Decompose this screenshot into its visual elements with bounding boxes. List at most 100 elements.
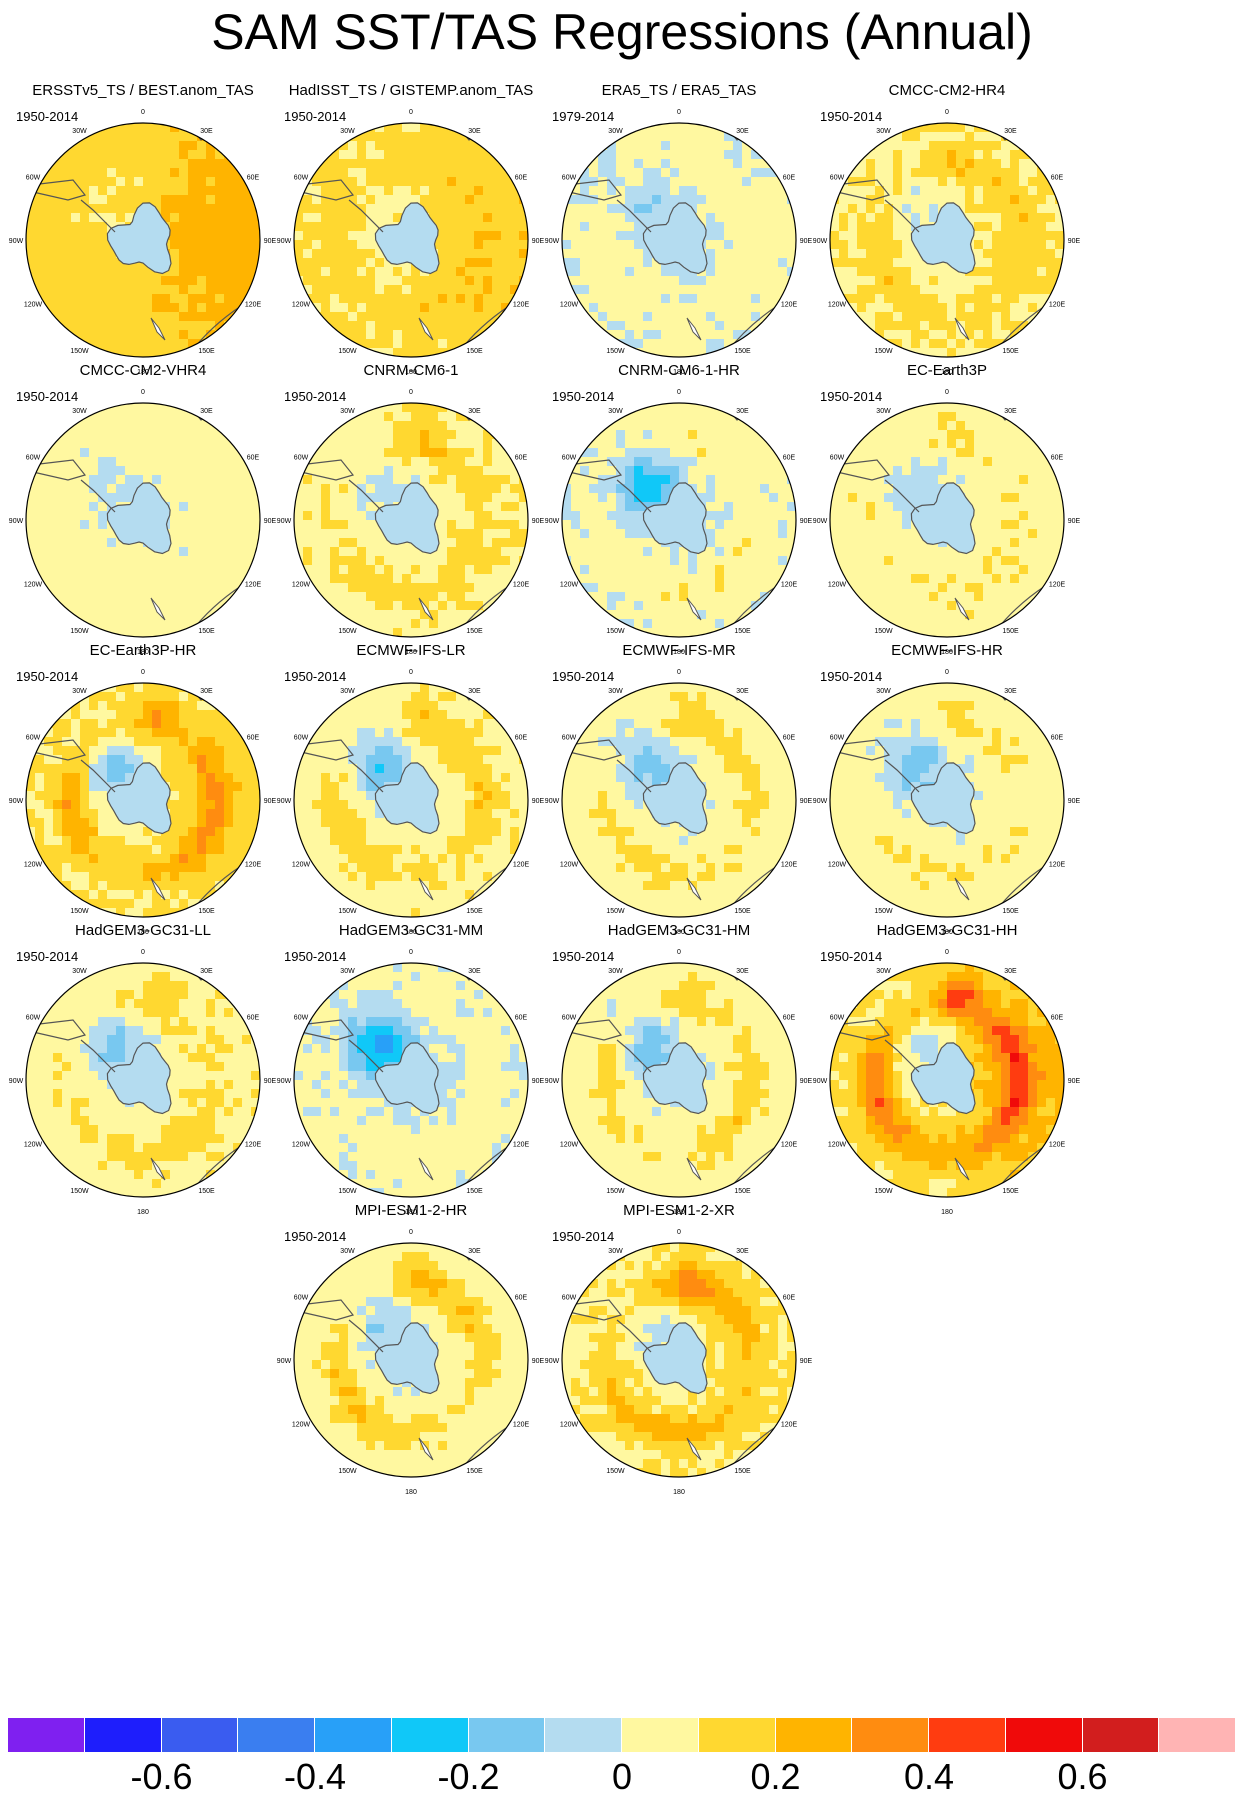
field-cell (902, 303, 912, 313)
field-cell (751, 177, 761, 187)
field-cell (393, 493, 403, 503)
field-cell (911, 222, 921, 232)
field-cell (242, 475, 252, 485)
field-cell (875, 529, 885, 539)
field-cell (911, 448, 921, 458)
field-cell (715, 583, 725, 593)
longitude-label: 30W (608, 408, 623, 415)
field-cell (375, 484, 385, 494)
field-cell (89, 475, 99, 485)
field-cell (357, 619, 367, 629)
field-cell (724, 267, 734, 277)
field-cell (965, 601, 975, 611)
field-cell (71, 267, 81, 277)
field-cell (893, 448, 903, 458)
field-cell (902, 556, 912, 566)
field-cell (1037, 493, 1047, 503)
field-cell (947, 186, 957, 196)
field-cell (312, 466, 322, 476)
field-cell (884, 177, 894, 187)
field-cell (920, 321, 930, 331)
field-cell (742, 421, 752, 431)
field-cell (206, 312, 216, 322)
field-cell (839, 222, 849, 232)
peninsula-outline (884, 199, 920, 233)
field-cell (1028, 249, 1038, 259)
field-cell (1010, 150, 1020, 160)
field-cell (911, 213, 921, 223)
field-cell (125, 195, 135, 205)
field-cell (947, 276, 957, 286)
field-cell (884, 565, 894, 575)
field-cell (429, 556, 439, 566)
panel-title: CNRM-CM6-1-HR (618, 362, 740, 379)
field-cell (35, 258, 45, 268)
field-cell (616, 547, 626, 557)
field-cell (1001, 421, 1011, 431)
field-cell (643, 493, 653, 503)
field-cell (983, 321, 993, 331)
field-cell (634, 213, 644, 223)
field-cell (366, 448, 376, 458)
field-cell (62, 285, 72, 295)
field-cell (98, 619, 108, 629)
field-cell (357, 330, 367, 340)
field-cell (366, 267, 376, 277)
field-cell (80, 213, 90, 223)
field-cell (528, 222, 538, 232)
field-cell (875, 159, 885, 169)
field-cell (134, 294, 144, 304)
field-cell (528, 267, 538, 277)
field-cell (983, 330, 993, 340)
field-cell (796, 258, 806, 268)
field-cell (1037, 222, 1047, 232)
field-cell (778, 475, 788, 485)
field-cell (80, 222, 90, 232)
field-cell (974, 439, 984, 449)
field-cell (706, 204, 716, 214)
field-cell (348, 168, 358, 178)
field-cell (170, 529, 180, 539)
field-cell (992, 601, 1002, 611)
field-cell (107, 610, 117, 620)
field-cell (107, 330, 117, 340)
field-cell (598, 240, 608, 250)
field-cell (661, 348, 671, 357)
field-cell (778, 520, 788, 530)
field-cell (733, 204, 743, 214)
field-cell (492, 240, 502, 250)
field-cell (224, 150, 234, 160)
longitude-label: 150E (198, 348, 215, 355)
field-cell (911, 330, 921, 340)
field-cell (607, 529, 617, 539)
field-cell (321, 186, 331, 196)
field-cell (80, 204, 90, 214)
field-cell (607, 195, 617, 205)
field-cell (983, 240, 993, 250)
field-cell (965, 159, 975, 169)
field-cell (474, 141, 484, 151)
field-cell (965, 204, 975, 214)
field-cell (321, 583, 331, 593)
field-cell (751, 475, 761, 485)
field-cell (80, 177, 90, 187)
field-cell (321, 556, 331, 566)
field-cell (501, 457, 511, 467)
field-cell (242, 520, 252, 530)
field-cell (857, 168, 867, 178)
field-cell (375, 303, 385, 313)
field-cell (251, 493, 260, 503)
field-cell (634, 285, 644, 295)
field-cell (625, 484, 635, 494)
field-cell (893, 574, 903, 584)
field-cell (242, 267, 252, 277)
field-cell (733, 195, 743, 205)
field-cell (688, 285, 698, 295)
field-cell (1046, 204, 1056, 214)
field-cell (742, 204, 752, 214)
field-cell (429, 312, 439, 322)
field-cell (134, 123, 144, 133)
field-cell (974, 421, 984, 431)
field-cell (992, 502, 1002, 512)
field-cell (965, 168, 975, 178)
